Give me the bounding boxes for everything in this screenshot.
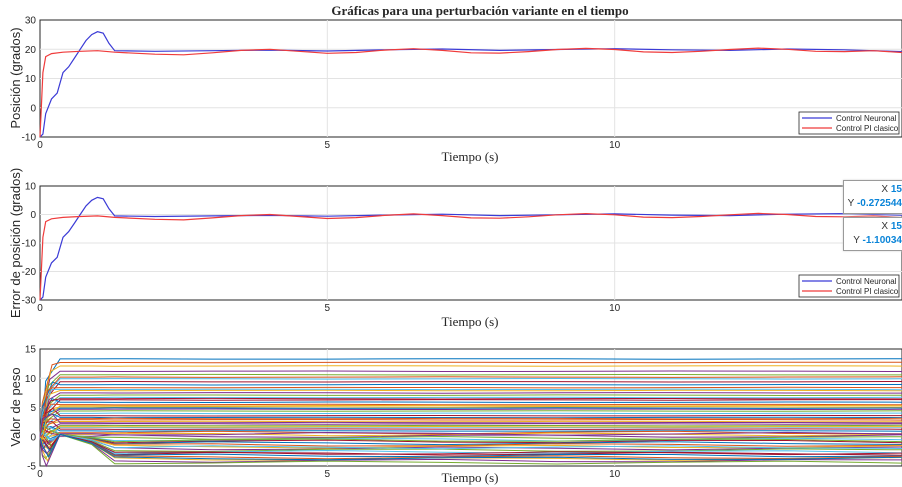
datatip-x-value: 15 xyxy=(890,184,902,195)
weight-line xyxy=(39,361,902,437)
y-tick-label: 10 xyxy=(25,74,37,85)
weight-line xyxy=(39,404,902,441)
y-tick-label: 10 xyxy=(25,374,37,385)
legend-label-neuronal: Control Neuronal xyxy=(836,114,897,123)
weight-line xyxy=(39,403,902,437)
weight-line xyxy=(39,433,902,463)
weight-line xyxy=(39,410,902,438)
weight-line xyxy=(39,370,902,437)
weight-line xyxy=(39,399,902,441)
series-line-pi xyxy=(39,212,902,301)
y-tick-label: 15 xyxy=(25,345,37,356)
weight-line xyxy=(39,407,902,437)
datatip-y-value: -0.272544 xyxy=(856,198,902,209)
weight-line xyxy=(39,407,902,437)
y-tick-label: 10 xyxy=(25,182,37,193)
weight-line xyxy=(39,433,902,458)
y-tick-label: -10 xyxy=(22,239,37,250)
weight-line xyxy=(39,433,902,461)
weight-line xyxy=(39,418,902,437)
y-tick-label: 5 xyxy=(30,403,36,414)
weight-line xyxy=(39,376,902,437)
y-axis-label: Valor de peso xyxy=(8,367,23,446)
y-tick-label: 0 xyxy=(30,210,36,221)
weight-line xyxy=(39,358,902,437)
x-tick-label: 0 xyxy=(37,140,43,151)
datatip-y-label: Y xyxy=(853,235,860,246)
legend[interactable]: Control Neuronal Control PI clasico xyxy=(798,111,900,135)
y-tick-label: -20 xyxy=(22,267,37,278)
weight-line xyxy=(39,397,902,437)
weight-line xyxy=(39,417,902,438)
y-tick-label: 20 xyxy=(25,45,37,56)
x-tick-label: 10 xyxy=(609,303,621,314)
weight-line xyxy=(39,412,902,437)
weight-line xyxy=(39,392,902,437)
legend[interactable]: Control Neuronal Control PI clasico xyxy=(798,274,900,298)
datatip-y-value: -1.10034 xyxy=(862,235,902,246)
y-axis-label: Posición (grados) xyxy=(8,27,23,128)
x-tick-label: 0 xyxy=(37,469,43,480)
x-tick-label: 0 xyxy=(37,303,43,314)
weight-line xyxy=(39,432,902,450)
y-tick-label: 30 xyxy=(25,16,37,27)
weight-line xyxy=(39,365,902,437)
weight-line xyxy=(39,425,902,443)
x-tick-label: 5 xyxy=(325,140,331,151)
weight-line xyxy=(39,430,902,438)
series-line-neuronal xyxy=(39,196,902,301)
series-line-pi xyxy=(39,47,902,138)
legend-label-pi: Control PI clasico xyxy=(836,124,899,133)
weight-line xyxy=(39,397,902,437)
y-tick-label: -10 xyxy=(22,133,37,144)
x-tick-label: 10 xyxy=(609,469,621,480)
x-axis-label: Tiempo (s) xyxy=(442,149,499,164)
datatip-x-label: X xyxy=(881,184,889,195)
weight-line xyxy=(39,386,902,437)
plot-lines xyxy=(39,31,902,138)
x-tick-label: 5 xyxy=(325,303,331,314)
y-tick-label: 0 xyxy=(30,103,36,114)
x-axis-label: Tiempo (s) xyxy=(442,314,499,329)
legend-label-pi: Control PI clasico xyxy=(836,287,899,296)
x-axis-label: Tiempo (s) xyxy=(442,470,499,485)
weight-line xyxy=(39,431,902,452)
x-tick-label: 5 xyxy=(325,469,331,480)
weight-line xyxy=(39,413,902,437)
tick-labels: 0 5 10 -30 -20 -10 0 10 xyxy=(22,182,621,315)
figure-title: Gráficas para una perturbación variante … xyxy=(331,3,628,18)
y-tick-label: 0 xyxy=(30,432,36,443)
weight-line xyxy=(39,428,902,444)
weight-line xyxy=(39,433,902,456)
datatip-neuronal[interactable]: X 15 Y -0.272544 xyxy=(843,180,902,214)
weight-line xyxy=(39,381,902,437)
weight-line xyxy=(39,388,902,437)
y-axis-label: Error de posición (grados) xyxy=(8,168,23,318)
weight-line xyxy=(39,425,902,445)
datatip-pi[interactable]: X 15 Y -1.10034 xyxy=(843,217,902,251)
legend-label-neuronal: Control Neuronal xyxy=(836,277,897,286)
weight-line xyxy=(39,420,902,437)
plot-lines xyxy=(39,358,902,468)
weight-line xyxy=(39,408,902,437)
x-tick-label: 10 xyxy=(609,140,621,151)
weight-line xyxy=(39,406,902,437)
datatip-y-label: Y xyxy=(847,198,855,209)
y-tick-label: -5 xyxy=(27,462,36,473)
weight-line xyxy=(39,389,902,437)
datatip-x-label: X xyxy=(881,221,889,232)
y-tick-label: -30 xyxy=(22,296,37,307)
datatip-x-value: 15 xyxy=(890,221,902,232)
weight-line xyxy=(39,373,902,437)
series-line-neuronal xyxy=(39,31,902,138)
plot-lines xyxy=(39,196,902,301)
axes-error[interactable]: 0 5 10 -30 -20 -10 0 10 Error de posición (grad… xyxy=(8,168,902,329)
